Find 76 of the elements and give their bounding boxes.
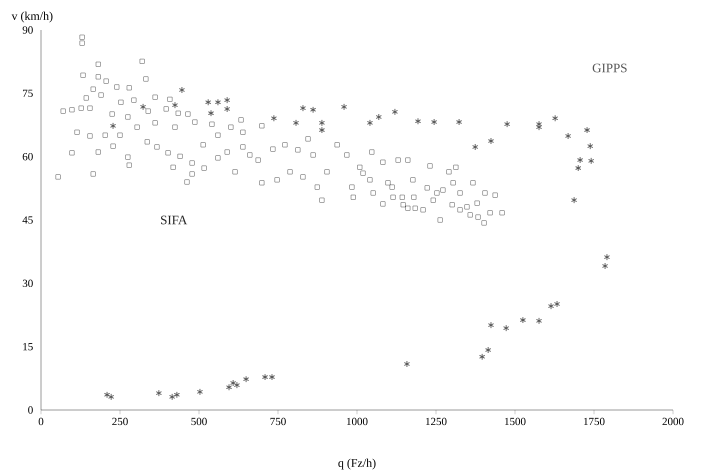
point (554, 300, 560, 308)
point (174, 391, 180, 398)
point (226, 384, 232, 391)
point (575, 164, 582, 172)
y-tick-label: 0 (28, 406, 33, 414)
point (488, 322, 494, 329)
y-tick-label: 75 (22, 90, 33, 97)
point (108, 393, 114, 400)
point (208, 110, 214, 117)
text: GIPPS (592, 64, 627, 72)
point (414, 118, 422, 125)
x-tick-label: 1250 (426, 418, 447, 426)
point (456, 118, 462, 126)
x-tick-label: 1000 (347, 418, 368, 426)
point (292, 119, 300, 126)
point (110, 122, 116, 130)
y-axis-title: v (km/h) (12, 12, 52, 22)
point (230, 380, 236, 386)
point (404, 360, 410, 368)
y-tick-label: 45 (22, 216, 33, 224)
point (169, 393, 176, 400)
point (270, 114, 277, 122)
point (604, 254, 610, 261)
point (172, 102, 178, 109)
text: SIFA (161, 216, 188, 224)
point (196, 388, 203, 396)
point (571, 196, 578, 204)
point (472, 144, 478, 150)
point (234, 382, 240, 389)
point (140, 103, 146, 110)
x-axis-title: q (Fz/h) (338, 458, 376, 470)
point (577, 156, 584, 164)
point (104, 391, 110, 398)
x-tick-label: 1500 (505, 418, 526, 426)
point (224, 106, 230, 112)
y-tick-label: 30 (22, 280, 33, 288)
point (205, 98, 212, 106)
x-tick-label: 1750 (584, 418, 605, 426)
point (178, 86, 185, 94)
point (310, 106, 316, 114)
point (536, 317, 542, 324)
point (376, 114, 382, 120)
point (318, 119, 325, 126)
x-tick-label: 250 (112, 418, 128, 426)
x-tick-label: 500 (191, 418, 207, 426)
x-tick-label: 2000 (662, 418, 684, 426)
point (341, 103, 348, 110)
y-tick-label: 15 (23, 342, 33, 350)
x-tick-label: 750 (270, 418, 286, 426)
point (262, 374, 268, 381)
point (156, 390, 162, 397)
point (485, 346, 492, 354)
y-tick-label: 90 (22, 26, 33, 34)
point (366, 119, 373, 126)
point (565, 132, 572, 140)
point (552, 114, 558, 122)
point (318, 126, 325, 134)
x-tick-label: 0 (38, 418, 44, 426)
point (488, 138, 494, 144)
point (300, 104, 306, 112)
point (268, 374, 276, 381)
point (503, 324, 510, 332)
point (602, 262, 608, 270)
point (584, 126, 590, 134)
point (224, 96, 230, 104)
point (392, 108, 398, 116)
point (587, 142, 594, 150)
y-tick-label: 60 (22, 152, 33, 160)
point (214, 98, 221, 106)
point (243, 376, 250, 383)
point (431, 118, 438, 126)
point (548, 302, 554, 310)
point (479, 353, 486, 360)
point (504, 120, 510, 128)
point (588, 157, 594, 164)
point (520, 316, 526, 324)
